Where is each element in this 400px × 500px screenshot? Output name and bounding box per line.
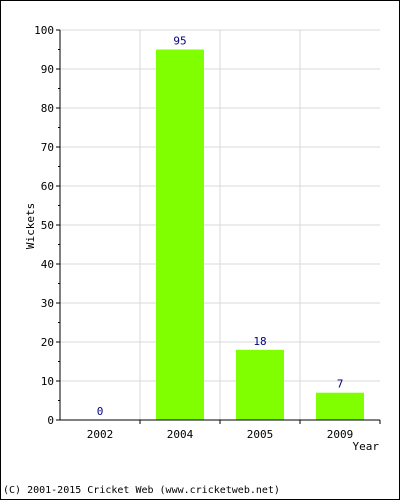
y-tick-label: 40 xyxy=(41,258,54,271)
x-tick-label: 2005 xyxy=(247,428,274,441)
bars xyxy=(156,49,364,420)
x-tick-label: 2009 xyxy=(327,428,354,441)
y-tick-label: 50 xyxy=(41,219,54,232)
bar-2009 xyxy=(316,392,364,420)
y-tick-label: 20 xyxy=(41,336,54,349)
y-tick-label: 80 xyxy=(41,102,54,115)
data-labels: 0 95 18 7 xyxy=(97,35,344,419)
y-tick-label: 90 xyxy=(41,63,54,76)
data-label: 18 xyxy=(253,335,266,348)
y-tick-label: 0 xyxy=(47,414,54,427)
grid-lines xyxy=(60,29,380,420)
axes xyxy=(56,29,381,424)
x-tick-label: 2002 xyxy=(87,428,114,441)
bar-2005 xyxy=(236,349,284,420)
y-tick-label: 100 xyxy=(34,24,54,37)
copyright-footer: (C) 2001-2015 Cricket Web (www.cricketwe… xyxy=(3,485,280,496)
data-label: 0 xyxy=(97,405,104,418)
data-label: 95 xyxy=(173,35,186,48)
y-tick-label: 10 xyxy=(41,375,54,388)
y-tick-label: 60 xyxy=(41,180,54,193)
x-tick-labels: 2002 2004 2005 2009 xyxy=(87,428,354,441)
y-tick-label: 30 xyxy=(41,297,54,310)
bar-2004 xyxy=(156,49,204,420)
y-tick-labels: 0 10 20 30 40 50 60 70 80 90 100 xyxy=(34,24,54,427)
x-tick-label: 2004 xyxy=(167,428,194,441)
y-tick-label: 70 xyxy=(41,141,54,154)
data-label: 7 xyxy=(337,378,344,391)
x-axis-label: Year xyxy=(353,440,380,453)
y-axis-label: Wickets xyxy=(24,203,37,249)
